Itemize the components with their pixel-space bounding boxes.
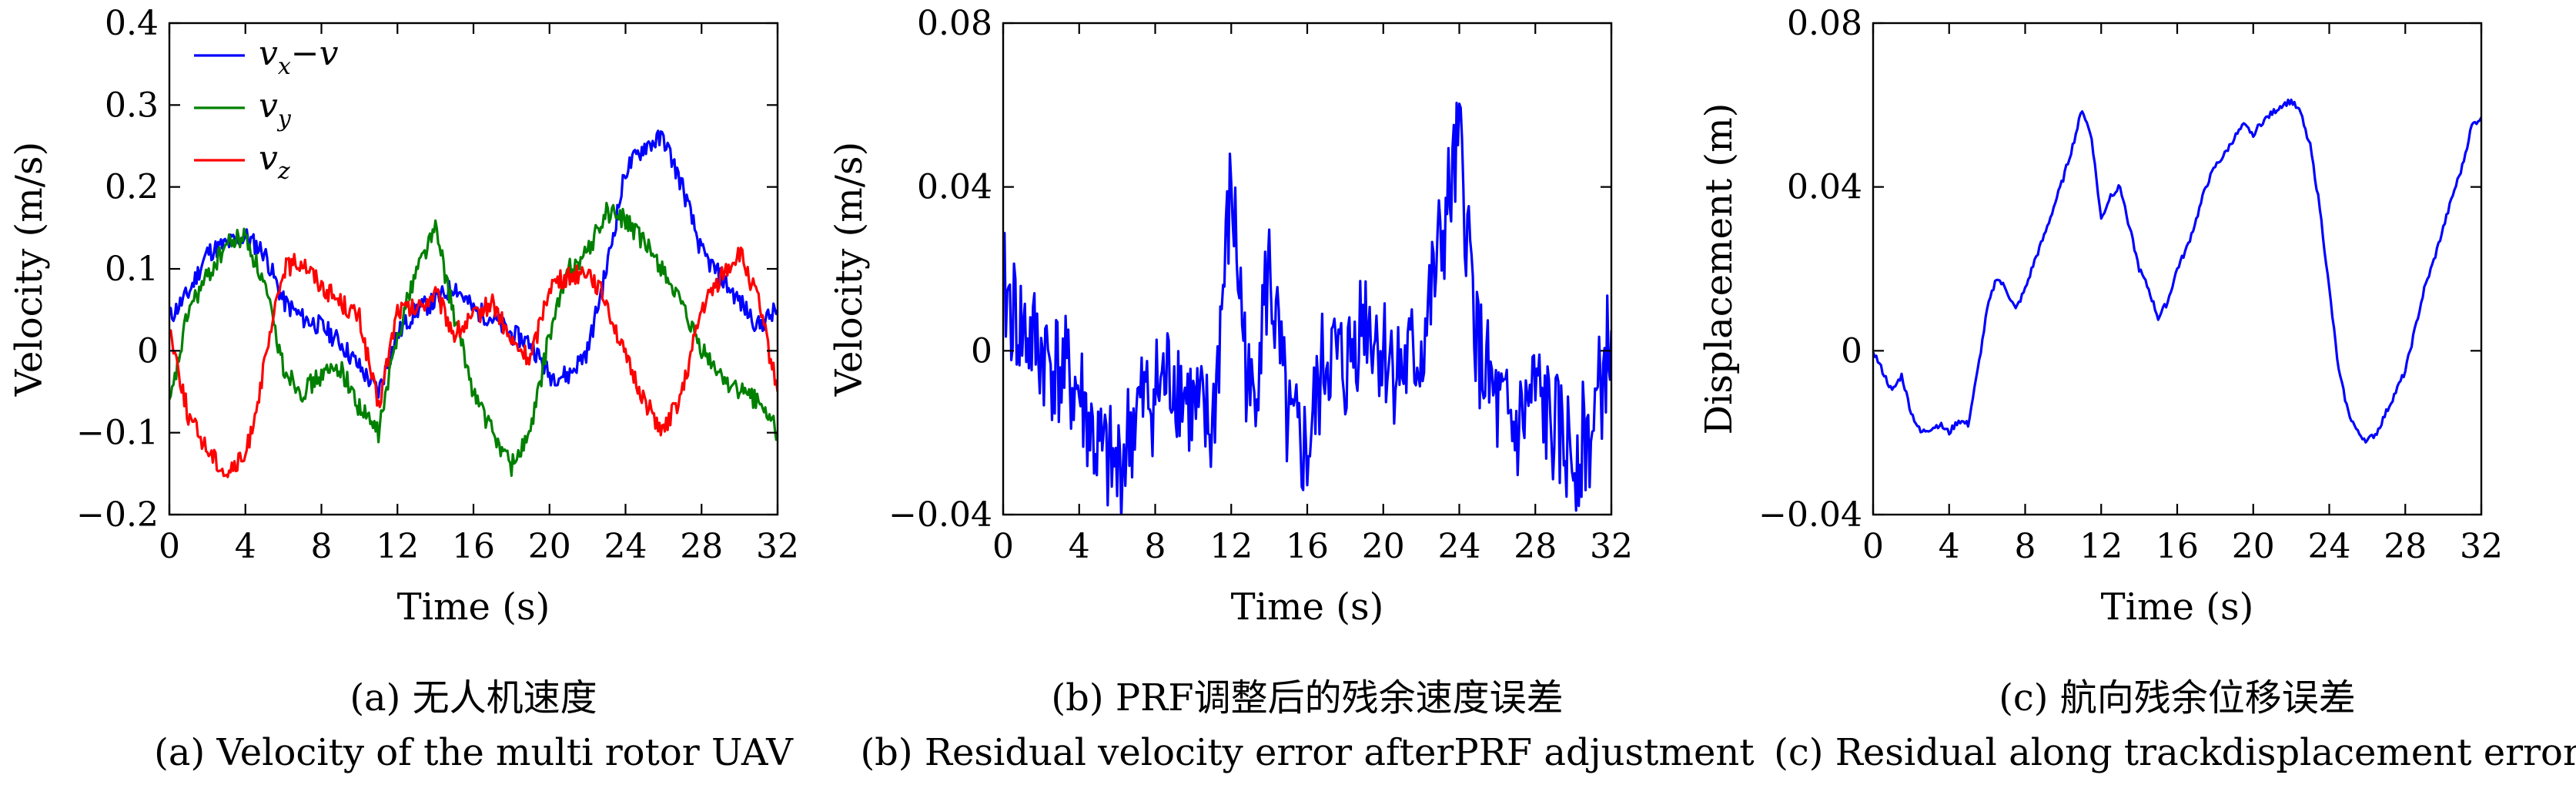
y-tick-label: 0 — [1841, 331, 1862, 371]
legend-label: vx−v — [259, 34, 339, 80]
y-tick-label: 0.08 — [1787, 4, 1862, 43]
series-line-error-panel1 — [1003, 102, 1611, 515]
x-tick-label: 20 — [528, 527, 571, 566]
y-tick-label: −0.04 — [1758, 495, 1862, 535]
x-tick-label: 4 — [1069, 527, 1090, 566]
x-tick-label: 12 — [2079, 527, 2123, 566]
x-tick-label: 24 — [604, 527, 647, 566]
x-tick-label: 20 — [1362, 527, 1405, 566]
y-tick-label: −0.2 — [76, 495, 159, 535]
y-tick-label: −0.04 — [888, 495, 992, 535]
y-tick-label: 0.2 — [105, 168, 159, 207]
y-tick-label: 0 — [137, 331, 159, 371]
x-axis-title: Time (s) — [2101, 585, 2254, 629]
x-tick-label: 28 — [680, 527, 723, 566]
x-tick-label: 12 — [376, 527, 419, 566]
y-tick-label: 0.4 — [105, 4, 159, 43]
x-tick-label: 0 — [992, 527, 1014, 566]
y-axis-title: Displacement (m) — [1698, 103, 1741, 435]
y-tick-label: 0.04 — [917, 168, 992, 207]
x-tick-label: 0 — [159, 527, 180, 566]
x-tick-label: 4 — [235, 527, 256, 566]
y-axis-title: Velocity (m/s) — [828, 142, 871, 398]
x-tick-label: 28 — [2384, 527, 2427, 566]
panel-a-velocity: 0 4 8 12 16 20 24 28 32 −0.2 −0.1 0 0.1 0.2 0.3 0.4 Time… — [8, 4, 799, 774]
x-tick-label: 32 — [756, 527, 799, 566]
series-line-vy-panel0 — [169, 201, 778, 478]
x-tick-label: 32 — [1590, 527, 1633, 566]
series-line-vxv-panel0 — [169, 129, 778, 399]
x-tick-label: 28 — [1514, 527, 1557, 566]
y-tick-label: 0 — [971, 331, 992, 371]
y-axis-title: Velocity (m/s) — [8, 142, 51, 398]
x-axis-title: Time (s) — [397, 585, 550, 629]
x-tick-label: 24 — [1438, 527, 1481, 566]
caption-english: (b) Residual velocity error afterPRF adj… — [860, 731, 1754, 774]
x-tick-label: 16 — [2156, 527, 2199, 566]
caption-chinese: (a) 无人机速度 — [350, 676, 597, 720]
legend-label: vz — [259, 139, 290, 185]
x-tick-label: 8 — [311, 527, 333, 566]
x-axis-title: Time (s) — [1231, 585, 1384, 629]
x-tick-label: 12 — [1209, 527, 1253, 566]
x-tick-label: 0 — [1862, 527, 1884, 566]
x-tick-label: 32 — [2460, 527, 2503, 566]
caption-chinese: (c) 航向残余位移误差 — [1999, 676, 2356, 720]
legend-label: vy — [259, 86, 292, 133]
caption-chinese: (b) PRF调整后的残余速度误差 — [1051, 676, 1563, 720]
x-tick-label: 4 — [1939, 527, 1960, 566]
series-line-error-panel2 — [1873, 98, 2481, 444]
y-tick-label: 0.04 — [1787, 168, 1862, 207]
y-tick-label: 0.3 — [105, 86, 159, 125]
x-tick-label: 20 — [2232, 527, 2275, 566]
y-tick-label: 0.08 — [917, 4, 992, 43]
x-tick-label: 8 — [1145, 527, 1166, 566]
x-tick-label: 16 — [452, 527, 495, 566]
series-line-vz-panel0 — [169, 247, 778, 478]
x-tick-label: 8 — [2015, 527, 2036, 566]
x-tick-label: 16 — [1286, 527, 1329, 566]
x-tick-label: 24 — [2308, 527, 2351, 566]
y-tick-label: 0.1 — [105, 250, 159, 289]
y-tick-label: −0.1 — [76, 414, 159, 453]
caption-english: (a) Velocity of the multi rotor UAV — [154, 731, 794, 774]
caption-english: (c) Residual along trackdisplacement err… — [1774, 731, 2576, 774]
